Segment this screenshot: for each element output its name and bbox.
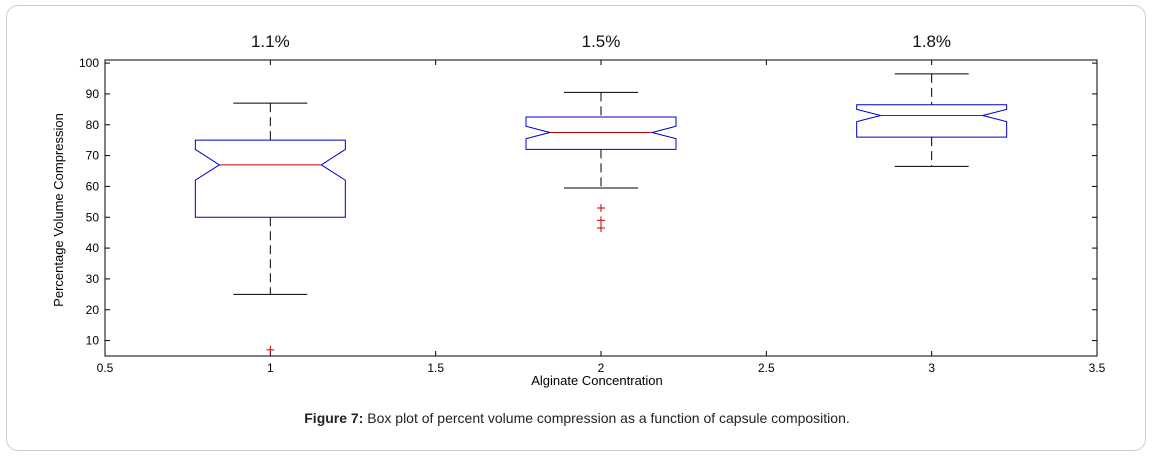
caption-label: Figure 7: — [304, 410, 364, 426]
box-group-label: 1.8% — [912, 32, 951, 51]
x-tick-label: 1.5 — [427, 361, 444, 375]
x-tick-label: 1 — [267, 361, 274, 375]
figure-caption: Figure 7: Box plot of percent volume com… — [0, 410, 1154, 426]
x-tick-label: 2 — [598, 361, 605, 375]
y-tick-label: 70 — [86, 149, 100, 163]
y-tick-label: 10 — [86, 334, 100, 348]
x-tick-label: 0.5 — [97, 361, 114, 375]
notched-box — [525, 116, 677, 150]
x-tick-label: 3 — [928, 361, 935, 375]
y-tick-label: 30 — [86, 272, 100, 286]
box-group: 1.8% — [856, 32, 1008, 167]
box-group: 1.5% — [525, 32, 677, 233]
box-group-label: 1.1% — [251, 32, 290, 51]
x-tick-label: 2.5 — [758, 361, 775, 375]
x-axis-label: Alginate Concentration — [531, 373, 663, 388]
y-tick-label: 50 — [86, 210, 100, 224]
box-group: 1.1% — [194, 32, 346, 354]
notched-box — [194, 139, 346, 218]
y-tick-label: 40 — [86, 241, 100, 255]
y-tick-label: 60 — [86, 179, 100, 193]
y-tick-label: 90 — [86, 87, 100, 101]
box-group-label: 1.5% — [582, 32, 621, 51]
notched-box — [856, 104, 1008, 138]
y-axis-label: Percentage Volume Compression — [51, 113, 66, 307]
box-plot-chart: 10 20 30 40 50 60 70 80 90 100 0.5 1 1.5 2 2.5 3 3.5 Algi… — [51, 32, 1106, 388]
y-tick-label: 100 — [79, 56, 99, 70]
caption-text: Box plot of percent volume compression a… — [363, 410, 850, 426]
x-tick-label: 3.5 — [1089, 361, 1106, 375]
y-tick-label: 20 — [86, 303, 100, 317]
y-tick-label: 80 — [86, 118, 100, 132]
